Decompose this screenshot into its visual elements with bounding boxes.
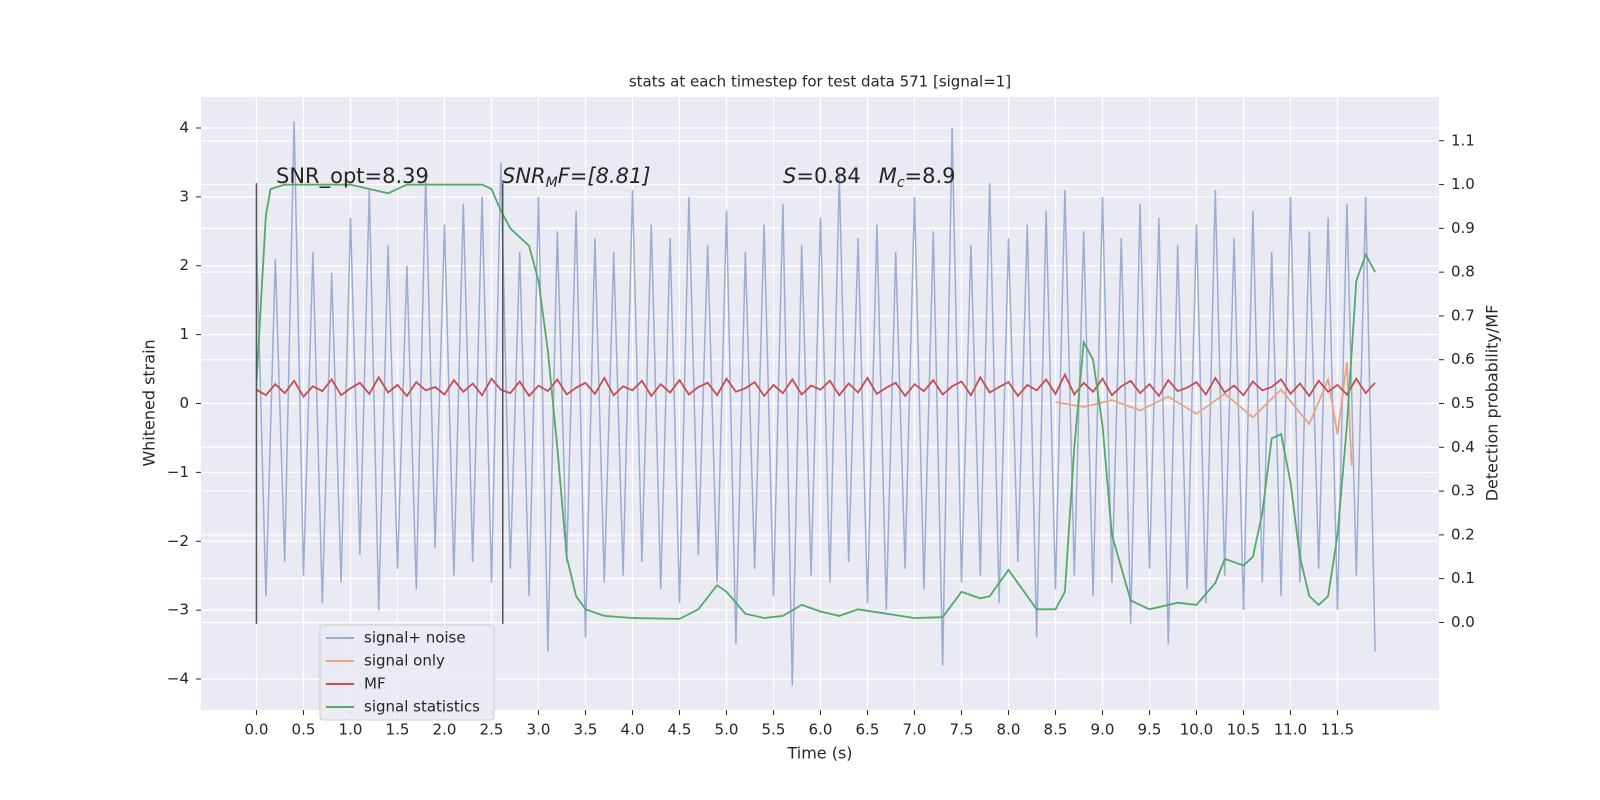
- annotation: SNR_opt=8.39: [276, 164, 429, 189]
- legend-label: signal+ noise: [364, 629, 466, 647]
- x-tick-label: 0.0: [245, 721, 269, 739]
- x-tick-label: 1.5: [386, 721, 410, 739]
- x-tick-label: 8.5: [1044, 721, 1068, 739]
- x-tick-label: 5.5: [762, 721, 786, 739]
- x-tick-label: 7.5: [950, 721, 974, 739]
- annotation-part: c: [897, 175, 905, 191]
- y-axis-label: Whitened strain: [140, 339, 159, 466]
- x-axis-label: Time (s): [786, 744, 852, 763]
- series-line: [255, 121, 1376, 686]
- y2-tick-label: 1.1: [1451, 131, 1475, 149]
- annotation-part: =0.84: [796, 164, 860, 188]
- y-tick-label: −2: [167, 532, 189, 550]
- y-tick-label: 4: [179, 118, 189, 136]
- series-line: [255, 183, 1376, 620]
- y2-tick-label: 1.0: [1451, 175, 1475, 193]
- y-tick-label: −1: [167, 463, 189, 481]
- x-tick-label: 10.5: [1227, 721, 1260, 739]
- y2-tick-label: 0.8: [1451, 263, 1475, 281]
- x-tick-label: 8.0: [997, 721, 1021, 739]
- legend-label: signal only: [364, 652, 445, 670]
- y2-tick-label: 0.5: [1451, 394, 1475, 412]
- annotation-part: S: [783, 164, 796, 188]
- x-tick-label: 4.0: [621, 721, 645, 739]
- annotation-part: M: [546, 175, 558, 191]
- y-tick-label: −3: [167, 601, 189, 619]
- y-tick-label: −4: [167, 670, 189, 688]
- x-tick-label: 6.0: [809, 721, 833, 739]
- y2-axis-label: Detection probability/MF: [1483, 305, 1502, 502]
- annotation-part: =8.9: [905, 164, 956, 188]
- series-line: [256, 372, 1376, 399]
- x-tick-label: 4.5: [668, 721, 692, 739]
- x-tick-label: 11.5: [1321, 721, 1354, 739]
- x-tick-label: 5.0: [715, 721, 739, 739]
- y-tick-label: 3: [179, 187, 189, 205]
- x-tick-label: 0.5: [292, 721, 316, 739]
- x-tick-label: 3.5: [574, 721, 598, 739]
- x-tick-label: 3.0: [527, 721, 551, 739]
- x-tick-label: 9.0: [1091, 721, 1115, 739]
- x-tick-label: 9.5: [1138, 721, 1162, 739]
- x-tick-label: 6.5: [856, 721, 880, 739]
- x-tick-label: 2.0: [433, 721, 457, 739]
- annotation: S=0.84 Mc=8.9: [783, 164, 956, 191]
- legend-label: signal statistics: [364, 698, 480, 716]
- x-tick-label: 2.5: [480, 721, 504, 739]
- y2-tick-label: 0.6: [1451, 350, 1475, 368]
- y2-tick-label: 0.2: [1451, 525, 1475, 543]
- x-tick-label: 10.0: [1180, 721, 1213, 739]
- x-tick-label: 1.0: [339, 721, 363, 739]
- y2-tick-label: 0.9: [1451, 219, 1475, 237]
- x-tick-label: 11.0: [1274, 721, 1307, 739]
- y2-tick-label: 0.4: [1451, 438, 1475, 456]
- legend-box: [319, 624, 495, 721]
- y2-tick-label: 0.3: [1451, 482, 1475, 500]
- y-tick-label: 0: [179, 394, 189, 412]
- legend-label: MF: [364, 675, 386, 693]
- y2-tick-label: 0.7: [1451, 306, 1475, 324]
- annotation: SNRMF=[8.81]: [502, 164, 651, 191]
- chart-title: stats at each timestep for test data 571…: [629, 73, 1011, 91]
- annotation-part: SNR: [502, 164, 546, 188]
- y2-tick-label: 0.0: [1451, 613, 1475, 631]
- annotation-part: F=[8.81]: [558, 164, 651, 188]
- x-tick-label: 7.0: [903, 721, 927, 739]
- series-line: [1055, 362, 1353, 466]
- y2-tick-label: 0.1: [1451, 569, 1475, 587]
- y-tick-label: 2: [179, 256, 189, 274]
- annotation-part: SNR_opt=8.39: [276, 164, 429, 189]
- annotation-part: M: [879, 164, 897, 188]
- y-tick-label: 1: [179, 325, 189, 343]
